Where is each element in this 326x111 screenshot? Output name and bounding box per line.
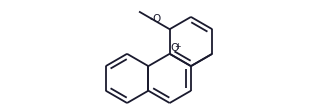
Text: O: O	[170, 43, 179, 53]
Text: +: +	[174, 42, 181, 51]
Text: O: O	[153, 14, 161, 24]
